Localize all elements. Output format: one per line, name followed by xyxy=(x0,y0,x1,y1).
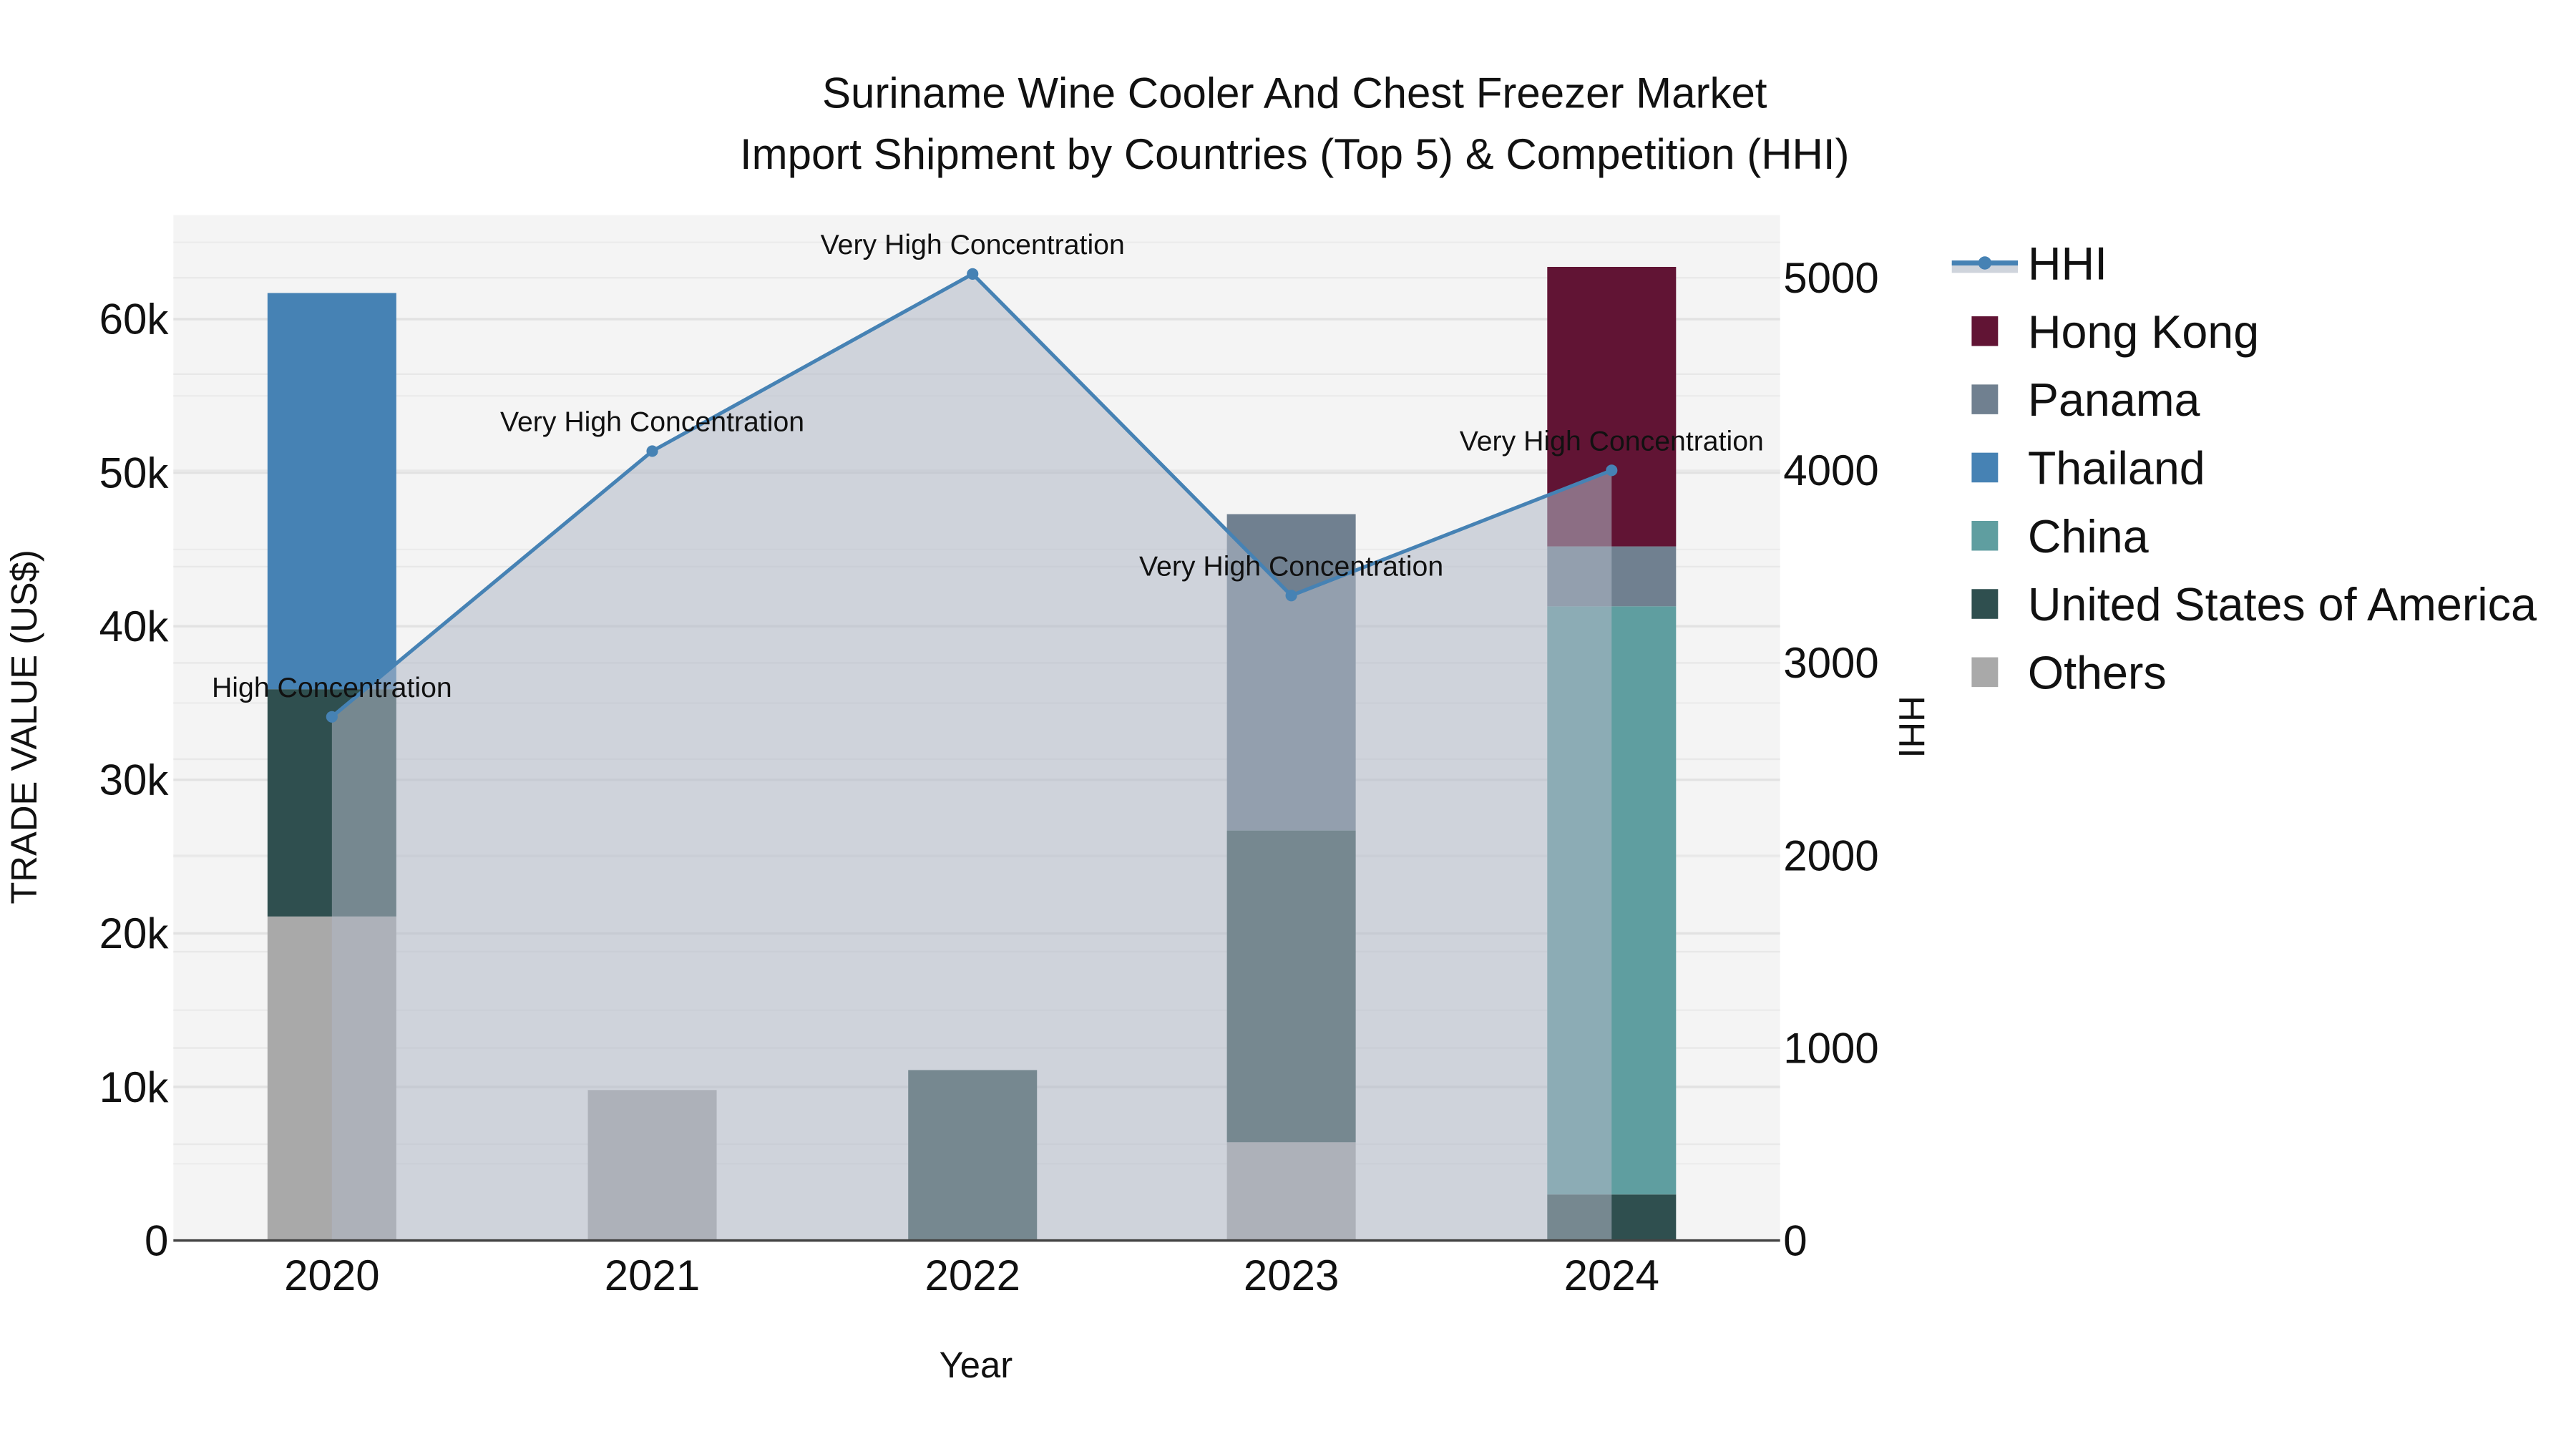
x-tick-label: 2021 xyxy=(605,1252,700,1299)
right-tick-label: 3000 xyxy=(1783,639,1878,687)
legend-swatch-icon xyxy=(1971,657,1999,688)
right-tick-label: 2000 xyxy=(1783,831,1878,879)
right-tick-label: 5000 xyxy=(1783,254,1878,302)
right-axis-ticks: 0 1000 2000 3000 4000 5000 xyxy=(1783,254,1878,1264)
hhi-point xyxy=(1606,464,1618,477)
legend-swatch-icon xyxy=(1971,520,1999,551)
legend-swatch-icon xyxy=(1971,316,1999,346)
hhi-point xyxy=(967,268,979,280)
left-tick-label: 10k xyxy=(99,1063,170,1111)
hhi-point xyxy=(646,445,658,457)
x-tick-label: 2022 xyxy=(924,1252,1020,1299)
x-axis-ticks: 2020 2021 2022 2023 2024 xyxy=(284,1252,1659,1299)
hhi-annotation: Very High Concentration xyxy=(500,406,804,438)
hhi-annotation: Very High Concentration xyxy=(821,229,1125,260)
hhi-annotation: Very High Concentration xyxy=(1139,551,1443,582)
chart-title-line2: Import Shipment by Countries (Top 5) & C… xyxy=(740,130,1850,178)
hhi-annotation: High Concentration xyxy=(212,672,452,703)
x-tick-label: 2023 xyxy=(1244,1252,1339,1299)
left-tick-label: 20k xyxy=(99,909,170,957)
right-tick-label: 0 xyxy=(1783,1216,1807,1264)
y-axis-label-left: TRADE VALUE (US$) xyxy=(4,550,44,904)
y-axis-label-right: HHI xyxy=(1891,696,1932,758)
legend-item-label[interactable]: China xyxy=(2028,511,2149,562)
left-tick-label: 50k xyxy=(99,449,170,497)
hhi-point xyxy=(1285,590,1297,602)
right-tick-label: 1000 xyxy=(1783,1024,1878,1072)
legend-item-label[interactable]: Others xyxy=(2028,647,2167,698)
left-tick-label: 0 xyxy=(145,1216,168,1264)
bar-segment xyxy=(267,293,396,690)
hhi-labels: High Concentration Very High Concentratio… xyxy=(212,229,1764,703)
chart-title-line1: Suriname Wine Cooler And Chest Freezer M… xyxy=(822,69,1767,117)
legend-item-label[interactable]: United States of America xyxy=(2028,579,2537,630)
hhi-point xyxy=(326,711,338,723)
x-tick-label: 2024 xyxy=(1564,1252,1659,1299)
left-axis-ticks: 0 10k 20k 30k 40k 50k 60k xyxy=(99,296,170,1265)
legend-item-label[interactable]: Panama xyxy=(2028,374,2200,426)
legend-swatch-icon xyxy=(1971,384,1999,414)
legend: HHI Hong Kong Panama Thailand China United St… xyxy=(1951,238,2537,698)
legend-item-label[interactable]: Hong Kong xyxy=(2028,306,2259,358)
legend-item-label[interactable]: HHI xyxy=(2028,238,2107,290)
hhi-line xyxy=(326,268,1618,1241)
hhi-annotation: Very High Concentration xyxy=(1460,426,1764,457)
left-tick-label: 40k xyxy=(99,602,170,650)
left-tick-label: 60k xyxy=(99,296,170,343)
right-tick-label: 4000 xyxy=(1783,447,1878,494)
x-axis-label: Year xyxy=(940,1345,1013,1385)
legend-swatch-icon xyxy=(1971,589,1999,619)
left-tick-label: 30k xyxy=(99,756,170,804)
x-tick-label: 2020 xyxy=(284,1252,379,1299)
legend-item-label[interactable]: Thailand xyxy=(2028,443,2205,494)
legend-swatch-icon xyxy=(1971,452,1999,483)
